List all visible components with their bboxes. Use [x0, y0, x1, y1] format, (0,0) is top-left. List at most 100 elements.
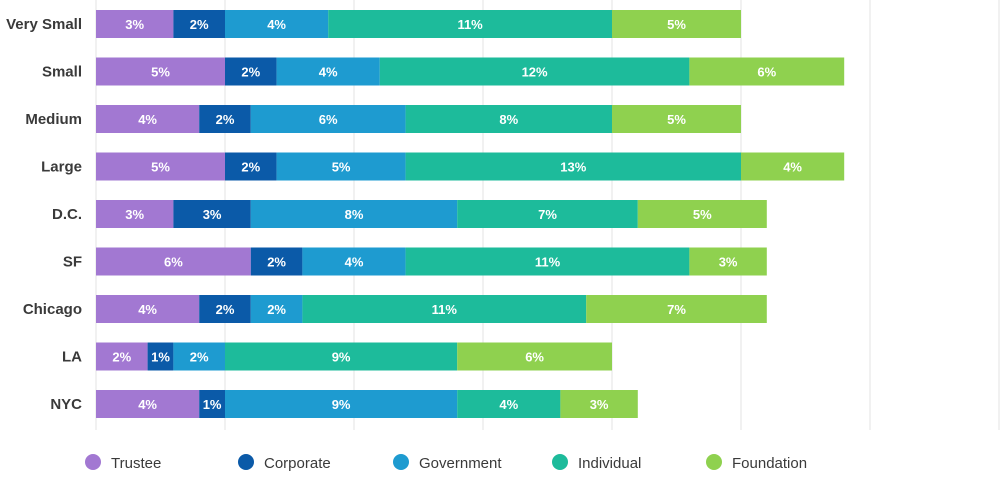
category-label-sf: SF — [63, 254, 82, 271]
data-label-large-foundation: 4% — [783, 160, 802, 175]
legend-label-government: Government — [419, 455, 502, 472]
bar-large-government — [276, 152, 406, 181]
bar-sf-foundation — [689, 247, 767, 276]
data-label-sf-corporate: 2% — [267, 255, 286, 270]
data-label-large-individual: 13% — [560, 160, 586, 175]
bar-very-small-individual — [328, 10, 612, 38]
data-label-medium-foundation: 5% — [667, 112, 686, 127]
bar-sf-individual — [405, 247, 690, 276]
data-label-nyc-foundation: 3% — [590, 397, 609, 412]
legend-swatch-individual — [552, 454, 568, 470]
data-label-large-corporate: 2% — [241, 160, 260, 175]
data-label-d-c-trustee: 3% — [125, 207, 144, 222]
bar-nyc-corporate — [199, 390, 225, 418]
bar-large-trustee — [96, 152, 225, 181]
legend-swatch-government — [393, 454, 409, 470]
data-label-la-corporate: 1% — [151, 350, 170, 365]
bar-nyc-foundation — [560, 390, 638, 418]
bar-small-foundation — [689, 57, 845, 86]
bar-la-individual — [225, 342, 458, 371]
category-label-very-small: Very Small — [6, 16, 82, 33]
data-label-d-c-government: 8% — [345, 207, 364, 222]
data-label-small-trustee: 5% — [151, 65, 170, 80]
data-label-very-small-government: 4% — [267, 17, 286, 32]
bar-nyc-individual — [457, 390, 561, 418]
bar-large-individual — [405, 152, 741, 181]
bar-d-c-corporate — [173, 200, 251, 228]
bar-very-small-trustee — [96, 10, 174, 38]
bar-la-trustee — [96, 342, 148, 371]
data-label-la-foundation: 6% — [525, 350, 544, 365]
bar-medium-individual — [405, 105, 612, 133]
legend-label-corporate: Corporate — [264, 455, 331, 472]
data-label-very-small-corporate: 2% — [190, 17, 209, 32]
bar-sf-government — [302, 247, 406, 276]
data-label-d-c-corporate: 3% — [203, 207, 222, 222]
data-label-small-corporate: 2% — [241, 65, 260, 80]
bar-medium-foundation — [612, 105, 741, 133]
bar-small-government — [276, 57, 380, 86]
bar-d-c-individual — [457, 200, 638, 228]
data-label-small-individual: 12% — [522, 65, 548, 80]
legend-swatch-foundation — [706, 454, 722, 470]
category-label-small: Small — [42, 64, 82, 81]
bar-la-government — [173, 342, 225, 371]
data-label-nyc-individual: 4% — [499, 397, 518, 412]
data-label-small-foundation: 6% — [757, 65, 776, 80]
data-label-medium-individual: 8% — [499, 112, 518, 127]
bar-d-c-trustee — [96, 200, 174, 228]
bar-medium-government — [250, 105, 406, 133]
legend-swatch-corporate — [238, 454, 254, 470]
legend: Trustee Corporate Government Individual Foun… — [85, 454, 807, 472]
data-label-chicago-government: 2% — [267, 302, 286, 317]
bar-chicago-corporate — [199, 295, 251, 323]
data-label-very-small-foundation: 5% — [667, 17, 686, 32]
data-label-chicago-corporate: 2% — [216, 302, 235, 317]
bar-d-c-government — [250, 200, 458, 228]
legend-label-individual: Individual — [578, 455, 641, 472]
bar-small-trustee — [96, 57, 225, 86]
legend-label-foundation: Foundation — [732, 455, 807, 472]
bar-large-foundation — [741, 152, 845, 181]
data-label-la-government: 2% — [190, 350, 209, 365]
bar-nyc-trustee — [96, 390, 200, 418]
data-label-large-trustee: 5% — [151, 160, 170, 175]
data-label-sf-foundation: 3% — [719, 255, 738, 270]
data-label-sf-trustee: 6% — [164, 255, 183, 270]
bar-nyc-government — [225, 390, 458, 418]
bars: 3% 2% 4% 11% 5% 5% 2% 4% 12% 6% 4% 2% 6% 8% 5% 5% 2% 5% 13… — [96, 10, 845, 418]
data-label-medium-corporate: 2% — [216, 112, 235, 127]
data-label-very-small-individual: 11% — [457, 17, 483, 32]
data-label-la-trustee: 2% — [112, 350, 131, 365]
bar-small-individual — [379, 57, 690, 86]
category-label-la: LA — [62, 349, 82, 366]
data-label-nyc-trustee: 4% — [138, 397, 157, 412]
data-label-very-small-trustee: 3% — [125, 17, 144, 32]
category-label-nyc: NYC — [50, 396, 82, 413]
data-label-chicago-individual: 11% — [432, 302, 458, 317]
bar-chicago-foundation — [586, 295, 767, 323]
legend-label-trustee: Trustee — [111, 455, 161, 472]
bar-very-small-corporate — [173, 10, 225, 38]
data-label-sf-individual: 11% — [535, 255, 561, 270]
data-label-d-c-foundation: 5% — [693, 207, 712, 222]
data-label-sf-government: 4% — [345, 255, 364, 270]
category-label-d-c: D.C. — [52, 206, 82, 223]
bar-very-small-foundation — [612, 10, 741, 38]
bar-medium-corporate — [199, 105, 251, 133]
bar-sf-trustee — [96, 247, 251, 276]
bar-chicago-trustee — [96, 295, 200, 323]
bar-la-foundation — [457, 342, 612, 371]
category-labels: Very Small Small Medium Large D.C. SF Chicago L… — [6, 16, 82, 413]
bar-large-corporate — [225, 152, 277, 181]
bar-sf-corporate — [250, 247, 303, 276]
data-label-small-government: 4% — [319, 65, 338, 80]
data-label-chicago-trustee: 4% — [138, 302, 157, 317]
legend-swatch-trustee — [85, 454, 101, 470]
bar-chicago-government — [250, 295, 303, 323]
category-label-chicago: Chicago — [23, 301, 82, 318]
data-label-medium-government: 6% — [319, 112, 338, 127]
data-label-d-c-individual: 7% — [538, 207, 557, 222]
data-label-la-individual: 9% — [332, 350, 351, 365]
